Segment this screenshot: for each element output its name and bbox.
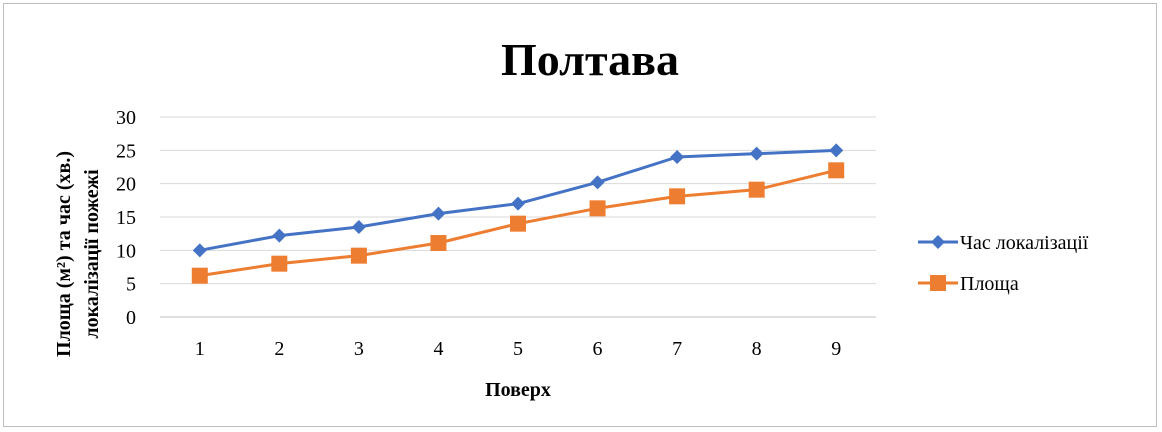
series-2-point-7 <box>669 188 686 205</box>
x-tick-label-5: 5 <box>513 338 523 360</box>
series-2-point-6 <box>589 200 606 217</box>
series-layer <box>191 143 845 284</box>
series-1-point-8 <box>749 146 764 161</box>
x-tick-label-3: 3 <box>354 338 364 360</box>
series-1-point-2 <box>272 228 287 243</box>
legend-label-2: Площа <box>960 273 1019 295</box>
series-1-point-7 <box>670 150 685 164</box>
y-axis-tick-labels: 0 5 10 15 20 25 30 <box>116 107 136 329</box>
series-2-point-8 <box>748 181 765 198</box>
x-tick-label-6: 6 <box>593 338 603 360</box>
x-tick-label-1: 1 <box>195 338 205 360</box>
series-1-point-3 <box>351 220 366 234</box>
series-2-point-1 <box>191 267 208 284</box>
y-axis-label-line1: Площа (м²) та час (хв.) <box>53 151 75 357</box>
series-1-point-1 <box>192 243 207 258</box>
x-axis-label: Поверх <box>485 379 551 401</box>
legend-label-1: Час локалізації <box>960 232 1089 254</box>
y-tick-label-20: 20 <box>116 174 136 196</box>
legend-swatch-marker-1 <box>931 235 945 249</box>
x-tick-label-7: 7 <box>672 338 682 360</box>
y-tick-label-25: 25 <box>116 140 136 162</box>
x-tick-label-9: 9 <box>831 338 841 360</box>
series-2-point-2 <box>271 255 288 272</box>
y-tick-label-10: 10 <box>116 240 136 262</box>
series-1-point-9 <box>829 143 844 158</box>
series-1-point-6 <box>590 175 605 190</box>
legend: Час локалізації Площа <box>918 232 1089 295</box>
series-2-point-5 <box>510 215 526 232</box>
legend-item-2: Площа <box>918 273 1019 295</box>
series-2-point-9 <box>828 162 845 179</box>
chart-frame <box>3 3 1157 427</box>
y-tick-label-0: 0 <box>126 307 136 329</box>
series-1-point-5 <box>511 196 525 211</box>
series-1-point-4 <box>431 206 446 221</box>
legend-item-1: Час локалізації <box>918 232 1089 254</box>
y-tick-label-30: 30 <box>116 107 136 129</box>
y-tick-label-15: 15 <box>116 207 136 229</box>
series-1 <box>192 143 844 258</box>
x-tick-label-2: 2 <box>274 338 284 360</box>
y-tick-label-5: 5 <box>126 274 136 296</box>
series-2-point-3 <box>350 247 367 264</box>
x-tick-label-4: 4 <box>433 338 443 360</box>
chart-title: Полтава <box>501 34 679 85</box>
series-2-point-4 <box>430 235 447 251</box>
series-2 <box>191 162 845 284</box>
x-tick-label-8: 8 <box>752 338 762 360</box>
y-axis-label-line2: локалізації пожежі <box>81 169 103 339</box>
x-axis-tick-labels: 1 2 3 4 5 6 7 8 9 <box>195 338 841 360</box>
legend-swatch-marker-2 <box>930 275 946 291</box>
